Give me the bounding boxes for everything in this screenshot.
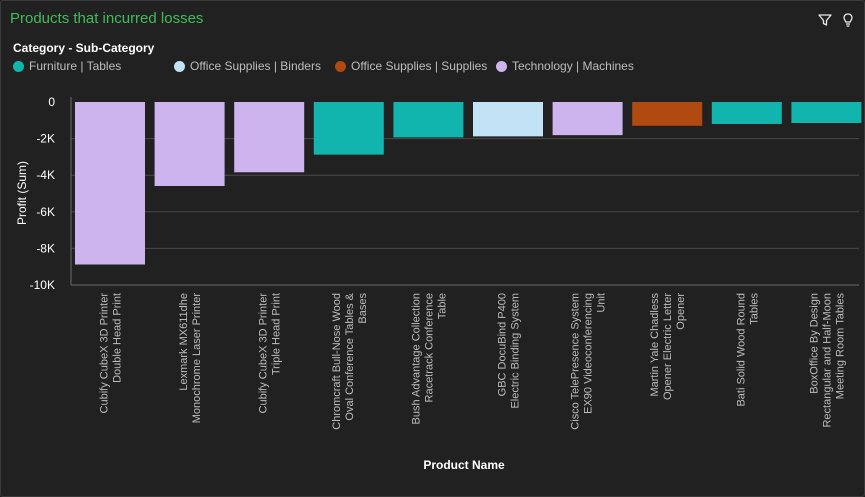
- x-tick-label-line: Rectangular and Half-Moon: [821, 293, 833, 428]
- chart-title: Products that incurred losses: [10, 10, 204, 27]
- x-tick-label-line: Bases: [357, 293, 369, 324]
- legend-label: Furniture | Tables: [29, 59, 122, 73]
- y-tick-label: -8K: [36, 241, 55, 255]
- y-tick-label: -10K: [30, 278, 55, 292]
- x-tick-label-line: GBC DocuBind P400: [497, 293, 509, 396]
- x-tick-label-line: Cubify CubeX 3D Printer: [258, 293, 270, 414]
- x-tick-label-line: Electric Binding System: [510, 293, 522, 409]
- y-tick-label: 0: [48, 95, 55, 109]
- bar[interactable]: [473, 102, 543, 137]
- bar[interactable]: [75, 102, 145, 265]
- x-tick-label-line: Double Head Print: [112, 293, 124, 383]
- x-tick-label-line: Opener: [675, 293, 687, 330]
- x-tick-label: Chromcraft Bull-Nose Wood Oval Conference…: [331, 292, 369, 429]
- bar[interactable]: [154, 102, 225, 186]
- x-tick-label: BoxOffice By Design Rectangular and Half-…: [808, 293, 846, 428]
- x-tick-label-line: Cubify CubeX 3D Printer: [99, 293, 111, 414]
- legend-marker: [496, 60, 507, 72]
- y-tick-label: -2K: [36, 132, 55, 146]
- x-tick-label-line: EX90 Videoconferencing: [583, 293, 595, 414]
- y-tick-label: -6K: [36, 205, 55, 219]
- x-tick-label-line: Martin Yale Chadless: [649, 293, 661, 397]
- legend-marker: [13, 60, 24, 72]
- x-tick-label-line: Cisco TelePresence System: [570, 293, 582, 430]
- x-tick-label: Cubify CubeX 3D Printer Triple Head Print: [258, 293, 283, 414]
- x-tick-label: Lexmark MX611dhe Monochrome Laser Printer: [178, 293, 203, 424]
- x-tick-label: Martin Yale Chadless Opener Electric Lett…: [649, 293, 687, 400]
- x-tick-label-line: Monochrome Laser Printer: [191, 293, 203, 424]
- legend-marker: [335, 60, 346, 72]
- bar[interactable]: [393, 102, 464, 138]
- legend-label: Office Supplies | Binders: [190, 59, 321, 73]
- legend-item-technology-machines[interactable]: Technology | Machines: [496, 58, 634, 74]
- legend-title: Category - Sub-Category: [13, 41, 155, 55]
- x-tick-label-line: BoxOffice By Design: [808, 293, 820, 394]
- x-tick-label: GBC DocuBind P400 Electric Binding System: [497, 293, 522, 409]
- bar[interactable]: [632, 102, 703, 126]
- x-axis-title: Product Name: [423, 458, 505, 472]
- legend-label: Technology | Machines: [512, 59, 634, 73]
- legend-item-office-supplies-supplies[interactable]: Office Supplies | Supplies: [335, 58, 487, 74]
- x-tick-label-line: Chromcraft Bull-Nose Wood: [331, 293, 343, 430]
- legend-item-furniture-tables[interactable]: Furniture | Tables: [13, 58, 121, 74]
- x-tick-label-line: Triple Head Print: [271, 293, 283, 375]
- filter-icon[interactable]: [817, 12, 833, 28]
- bar[interactable]: [234, 102, 305, 173]
- bar[interactable]: [791, 102, 862, 124]
- x-tick-label-line: Lexmark MX611dhe: [178, 293, 190, 391]
- bar[interactable]: [313, 102, 384, 155]
- legend-label: Office Supplies | Supplies: [351, 59, 488, 73]
- x-tick-label-line: Oval Conference Tables &: [344, 292, 356, 420]
- legend-marker: [174, 60, 185, 72]
- x-tick-label: Bush Advantage Collection Racetrack Confe…: [410, 293, 448, 424]
- y-tick-label: -4K: [36, 168, 55, 182]
- y-axis-title: Profit (Sum): [15, 161, 29, 225]
- x-tick-label-line: Tables: [748, 293, 760, 325]
- x-tick-label: Cisco TelePresence System EX90 Videoconfe…: [570, 293, 608, 430]
- x-tick-label-line: Unit: [596, 293, 608, 313]
- x-tick-label-line: Bush Advantage Collection: [410, 293, 422, 424]
- lightbulb-icon[interactable]: [840, 12, 856, 28]
- legend-item-office-supplies-binders[interactable]: Office Supplies | Binders: [174, 58, 321, 74]
- x-tick-label-line: Racetrack Conference: [423, 293, 435, 402]
- bar[interactable]: [711, 102, 782, 124]
- x-tick-label-line: Bati Solid Wood Round: [735, 293, 747, 407]
- x-tick-label: Cubify CubeX 3D Printer Double Head Print: [99, 293, 124, 414]
- x-tick-label-line: Table: [436, 293, 448, 319]
- x-tick-label-line: Opener Electric Letter: [662, 293, 674, 400]
- x-tick-label-line: Meeting Room Tables: [834, 293, 846, 400]
- x-tick-label: Bati Solid Wood Round Tables: [735, 293, 760, 407]
- bar[interactable]: [552, 102, 623, 136]
